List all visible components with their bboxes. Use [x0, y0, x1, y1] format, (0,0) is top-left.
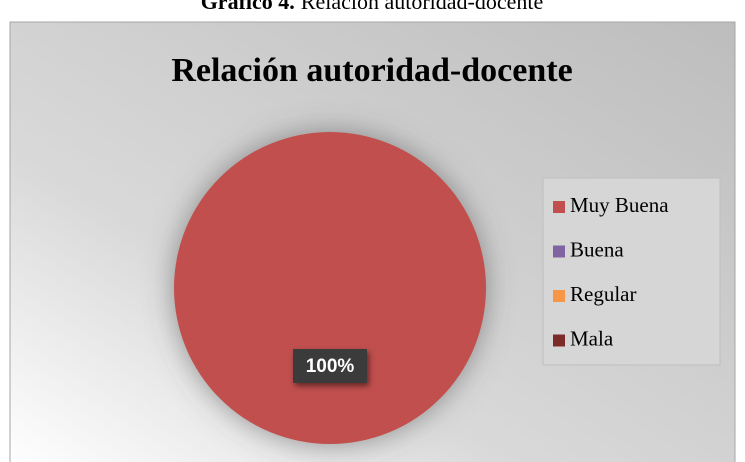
pie-slice [174, 132, 486, 444]
legend-label: Buena [570, 237, 624, 261]
data-label-box [293, 349, 367, 383]
legend-label: Regular [570, 282, 636, 306]
caption: Gráfico 4. Relación autoridad-docente [201, 0, 544, 14]
caption-label: Gráfico 4. [201, 0, 295, 14]
legend-swatch [553, 290, 565, 302]
chart-title: Relación autoridad-docente [171, 52, 572, 89]
legend-label: Mala [570, 326, 614, 350]
legend-swatch [553, 245, 565, 258]
data-label: 100% [306, 356, 355, 377]
pie [174, 132, 486, 444]
legend-label: Muy Buena [570, 193, 669, 217]
legend-swatch [553, 334, 565, 347]
caption-text: Relación autoridad-docente [301, 0, 544, 14]
legend-swatch [553, 201, 565, 213]
legend [542, 177, 721, 366]
